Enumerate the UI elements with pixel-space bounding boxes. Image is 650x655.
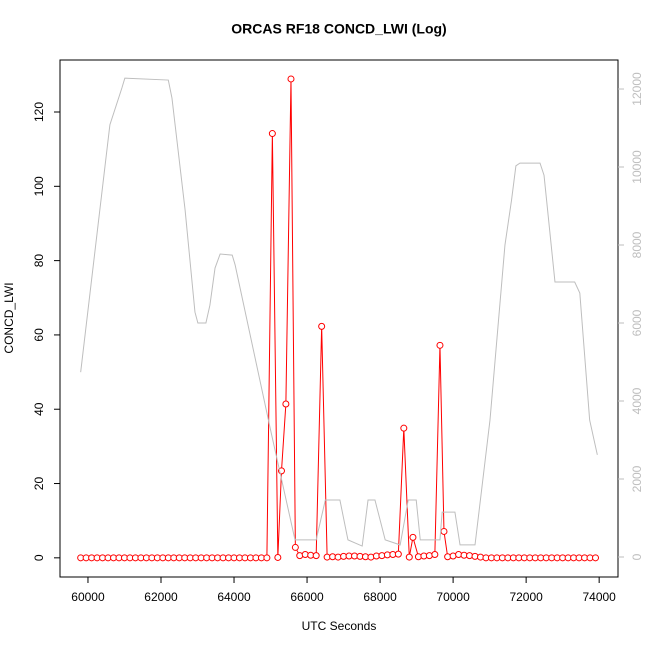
series-line (80, 77, 598, 547)
x-tick-label: 66000 (290, 590, 324, 604)
point (367, 553, 375, 561)
y2-tick-label: 4000 (630, 387, 644, 414)
point (431, 550, 439, 558)
x-tick-label: 74000 (582, 590, 616, 604)
plot-frame (59, 59, 619, 578)
point (296, 552, 304, 560)
y2-tick-label: 8000 (630, 231, 644, 258)
y2-tick-label: 6000 (630, 309, 644, 336)
y2-tick-label: 2000 (630, 465, 644, 492)
point (282, 400, 290, 408)
point (400, 424, 408, 432)
point (440, 527, 448, 535)
y-tick-label: 40 (32, 402, 46, 416)
point (394, 550, 402, 558)
point (287, 75, 295, 83)
y-tick-label: 0 (32, 554, 46, 561)
point (263, 554, 271, 562)
point (436, 341, 444, 349)
y-tick-label: 100 (32, 176, 46, 196)
x-tick-label: 72000 (509, 590, 543, 604)
y-tick-label: 120 (32, 102, 46, 122)
x-tick-label: 62000 (144, 590, 178, 604)
y-tick-label: 80 (32, 254, 46, 268)
x-tick-label: 64000 (217, 590, 251, 604)
point (291, 543, 299, 551)
point (312, 552, 320, 560)
y-axis-label: CONCD_LWI (2, 282, 16, 353)
chart-title: ORCAS RF18 CONCD_LWI (Log) (231, 21, 446, 37)
x-tick-label: 70000 (436, 590, 470, 604)
point (274, 553, 282, 561)
point (425, 552, 433, 560)
y2-tick-label: 0 (630, 553, 644, 560)
y-tick-label: 20 (32, 477, 46, 491)
point (592, 554, 600, 562)
point (318, 322, 326, 330)
y-tick-label: 60 (32, 328, 46, 342)
x-tick-label: 60000 (71, 590, 105, 604)
point (268, 130, 276, 138)
y2-tick-label: 10000 (630, 150, 644, 184)
x-tick-label: 68000 (363, 590, 397, 604)
point (409, 533, 417, 541)
y2-tick-label: 12000 (630, 72, 644, 106)
x-axis-label: UTC Seconds (302, 619, 377, 633)
point (405, 553, 413, 561)
